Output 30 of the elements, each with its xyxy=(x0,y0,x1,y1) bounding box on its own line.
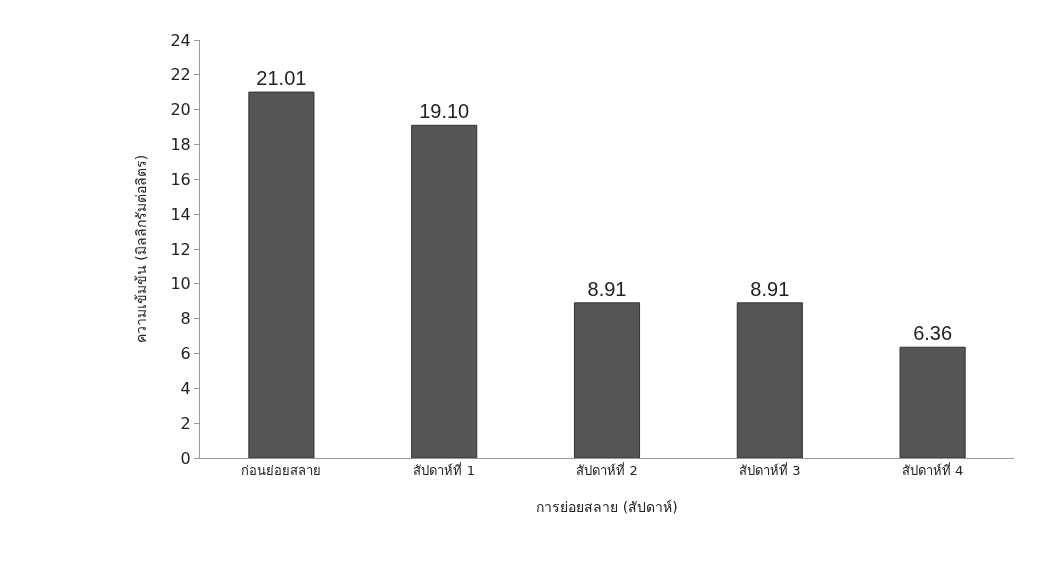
y-tick-label: 8 xyxy=(180,309,191,329)
y-tick-label: 14 xyxy=(170,204,191,224)
y-tick-label: 24 xyxy=(170,30,191,50)
x-tick-label: สัปดาห์ที่ 4 xyxy=(901,461,964,478)
data-label: 19.10 xyxy=(419,100,470,123)
y-tick-label: 4 xyxy=(180,378,191,398)
y-tick-label: 22 xyxy=(170,65,191,85)
y-tick-label: 12 xyxy=(170,239,191,259)
y-tick-label: 18 xyxy=(170,135,191,155)
data-label: 8.91 xyxy=(587,277,627,300)
x-tick-label: สัปดาห์ที่ 2 xyxy=(576,461,638,478)
y-tick-label: 6 xyxy=(180,344,191,364)
x-tick-label: สัปดาห์ที่ 3 xyxy=(739,461,801,478)
y-tick-label: 2 xyxy=(180,413,191,433)
y-tick-label: 0 xyxy=(180,448,191,468)
x-tick-label: สัปดาห์ที่ 1 xyxy=(413,461,475,478)
y-axis-title: ความเข้มข้น (มิลลิกรัมต่อลิตร) xyxy=(133,154,150,344)
bar xyxy=(411,124,478,458)
y-tick-label: 10 xyxy=(170,274,191,294)
data-label: 6.36 xyxy=(913,322,953,345)
bar xyxy=(899,346,966,458)
x-tick-label: ก่อนย่อยสลาย xyxy=(241,462,322,478)
y-tick-label: 16 xyxy=(170,169,191,189)
bar xyxy=(736,302,803,458)
y-tick-label: 20 xyxy=(170,100,191,120)
data-label: 21.01 xyxy=(256,67,307,90)
bar xyxy=(573,302,641,458)
data-label: 8.91 xyxy=(750,277,790,300)
bar xyxy=(248,91,315,458)
x-axis-title: การย่อยสลาย (สัปดาห์) xyxy=(536,498,678,515)
